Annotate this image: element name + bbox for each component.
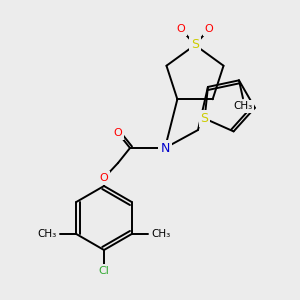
Text: CH₃: CH₃ [37,229,56,239]
Text: Cl: Cl [99,266,110,276]
Text: O: O [100,173,108,183]
Text: O: O [177,24,185,34]
Text: O: O [114,128,122,138]
Text: O: O [205,24,213,34]
Text: N: N [160,142,170,154]
Text: CH₃: CH₃ [233,101,253,111]
Text: S: S [201,112,208,125]
Text: S: S [191,38,199,52]
Text: CH₃: CH₃ [152,229,171,239]
